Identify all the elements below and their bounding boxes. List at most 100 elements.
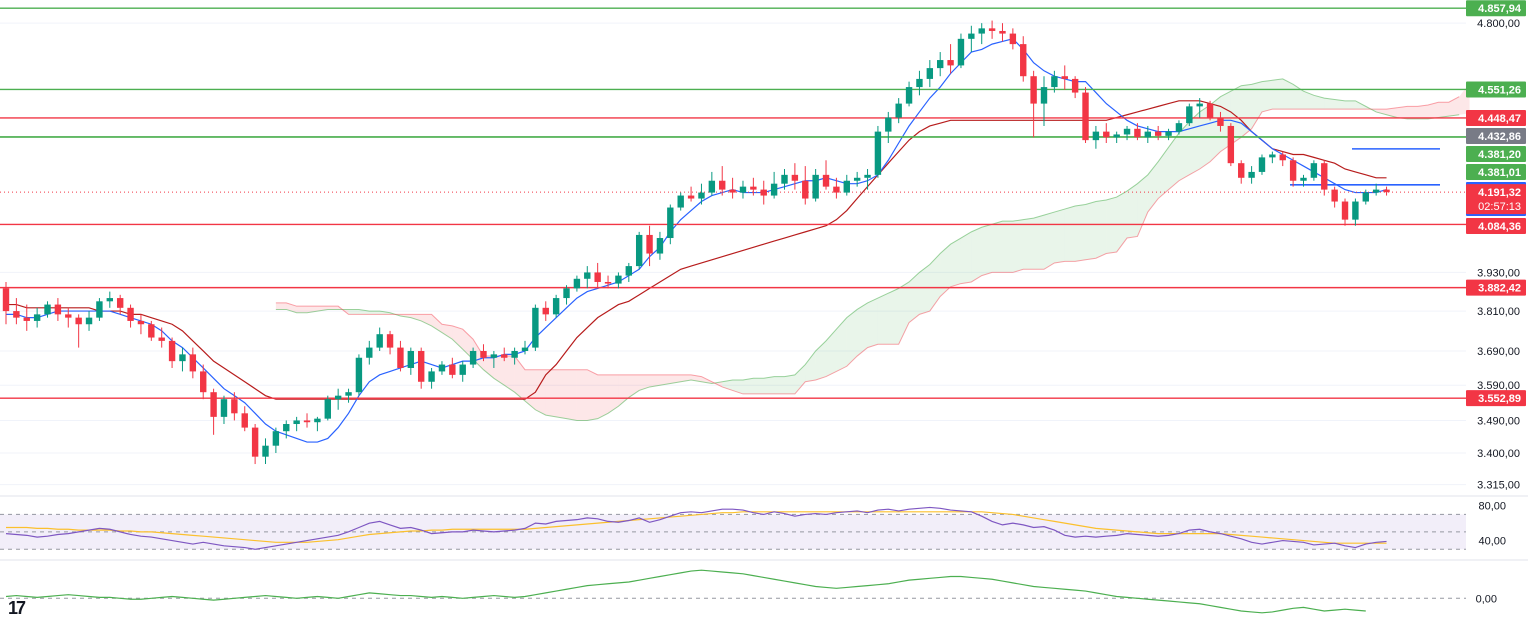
level-tag-4: 4.381,01 xyxy=(1466,163,1526,180)
cloud-segment xyxy=(473,339,484,370)
candle-body xyxy=(376,334,383,348)
candle xyxy=(521,340,529,355)
cloud-segment xyxy=(1137,174,1148,237)
candle-body xyxy=(635,234,643,267)
candle xyxy=(85,311,93,331)
candle-body xyxy=(438,364,446,372)
candle-body xyxy=(552,298,560,315)
candle xyxy=(667,204,674,245)
candle xyxy=(698,183,705,205)
level-tag-2-bg xyxy=(1466,109,1526,126)
candle xyxy=(106,291,113,308)
candle-body xyxy=(106,298,113,302)
candle-body xyxy=(1383,189,1390,193)
candle xyxy=(1144,125,1151,144)
cloud-segment xyxy=(1272,78,1283,110)
level-tag-0-bg xyxy=(1466,0,1526,17)
candle xyxy=(1352,198,1359,226)
cloud-segment xyxy=(1064,206,1076,262)
cloud-segment xyxy=(774,376,785,394)
candle xyxy=(1113,131,1120,144)
candle xyxy=(13,298,20,325)
candle-body xyxy=(449,364,456,375)
candle xyxy=(220,395,228,425)
candle xyxy=(96,298,103,321)
candle xyxy=(54,298,62,321)
candle-body xyxy=(729,189,736,193)
candle-body xyxy=(770,183,778,196)
cloud-segment xyxy=(940,244,951,297)
candle xyxy=(75,314,82,348)
candle-body xyxy=(1103,131,1110,138)
candle xyxy=(189,347,197,379)
candle xyxy=(1258,154,1266,175)
level-tag-4-bg xyxy=(1466,163,1526,180)
cloud-segment xyxy=(805,350,816,382)
level-tag-1: 4.551,26 xyxy=(1466,81,1526,98)
candle xyxy=(1092,125,1100,149)
candle xyxy=(957,33,965,69)
cloud-segment xyxy=(1282,78,1294,110)
candle-body xyxy=(1123,128,1131,135)
candle xyxy=(418,347,425,389)
candle xyxy=(1217,111,1224,132)
candle-body xyxy=(272,431,280,446)
level-tag-2: 4.448,47 xyxy=(1466,109,1526,126)
candle xyxy=(739,180,747,199)
cloud-segment xyxy=(670,374,681,384)
cloud-segment xyxy=(1345,100,1356,110)
candle-body xyxy=(1082,92,1089,141)
candle xyxy=(1372,183,1380,196)
candle-body xyxy=(1258,157,1266,172)
candle xyxy=(1383,186,1390,196)
cloud-segment xyxy=(1241,84,1252,138)
candle xyxy=(1186,103,1193,126)
candle-body xyxy=(594,272,601,282)
candle-body xyxy=(241,413,248,428)
candle xyxy=(760,180,767,205)
cloud-segment xyxy=(1044,212,1055,270)
level-tag-6: 3.882,42 xyxy=(1466,279,1526,296)
candle xyxy=(1082,87,1089,144)
candle xyxy=(791,163,799,190)
candle-body xyxy=(1009,33,1017,45)
cloud-segment xyxy=(1448,96,1460,117)
cloud-segment xyxy=(846,309,858,367)
cloud-segment xyxy=(597,374,609,419)
cloud-segment xyxy=(1116,191,1128,252)
candle xyxy=(1030,70,1037,138)
candle xyxy=(1362,189,1369,205)
candle xyxy=(469,347,477,368)
candle xyxy=(604,275,612,289)
cloud-segment xyxy=(1303,91,1314,110)
candle xyxy=(23,304,30,331)
candle-body xyxy=(978,28,985,34)
cloud-segment xyxy=(867,298,878,348)
candle xyxy=(366,340,373,365)
candle-body xyxy=(355,357,363,393)
candle-body xyxy=(54,304,62,315)
candle-body xyxy=(698,192,705,199)
candle xyxy=(999,23,1006,42)
candle xyxy=(719,166,726,196)
candle-body xyxy=(1061,76,1068,79)
cloud-segment xyxy=(556,369,567,419)
price-tick-label: 3.690,00 xyxy=(1477,346,1520,358)
candle-body xyxy=(853,177,861,181)
candle-body xyxy=(23,317,30,321)
candle-body xyxy=(1092,131,1100,141)
candle xyxy=(1206,100,1214,121)
candle-body xyxy=(158,337,165,341)
candle-body xyxy=(490,354,498,358)
candle-body xyxy=(262,445,269,457)
candle xyxy=(1061,65,1068,90)
candle xyxy=(885,111,892,144)
candle-body xyxy=(885,117,892,132)
candle-body xyxy=(293,420,300,425)
last-price-countdown: 02:57:13 xyxy=(1478,201,1521,213)
candle xyxy=(386,330,394,355)
cloud-segment xyxy=(587,369,598,421)
candle xyxy=(1321,160,1328,196)
cloud-segment xyxy=(483,356,494,379)
